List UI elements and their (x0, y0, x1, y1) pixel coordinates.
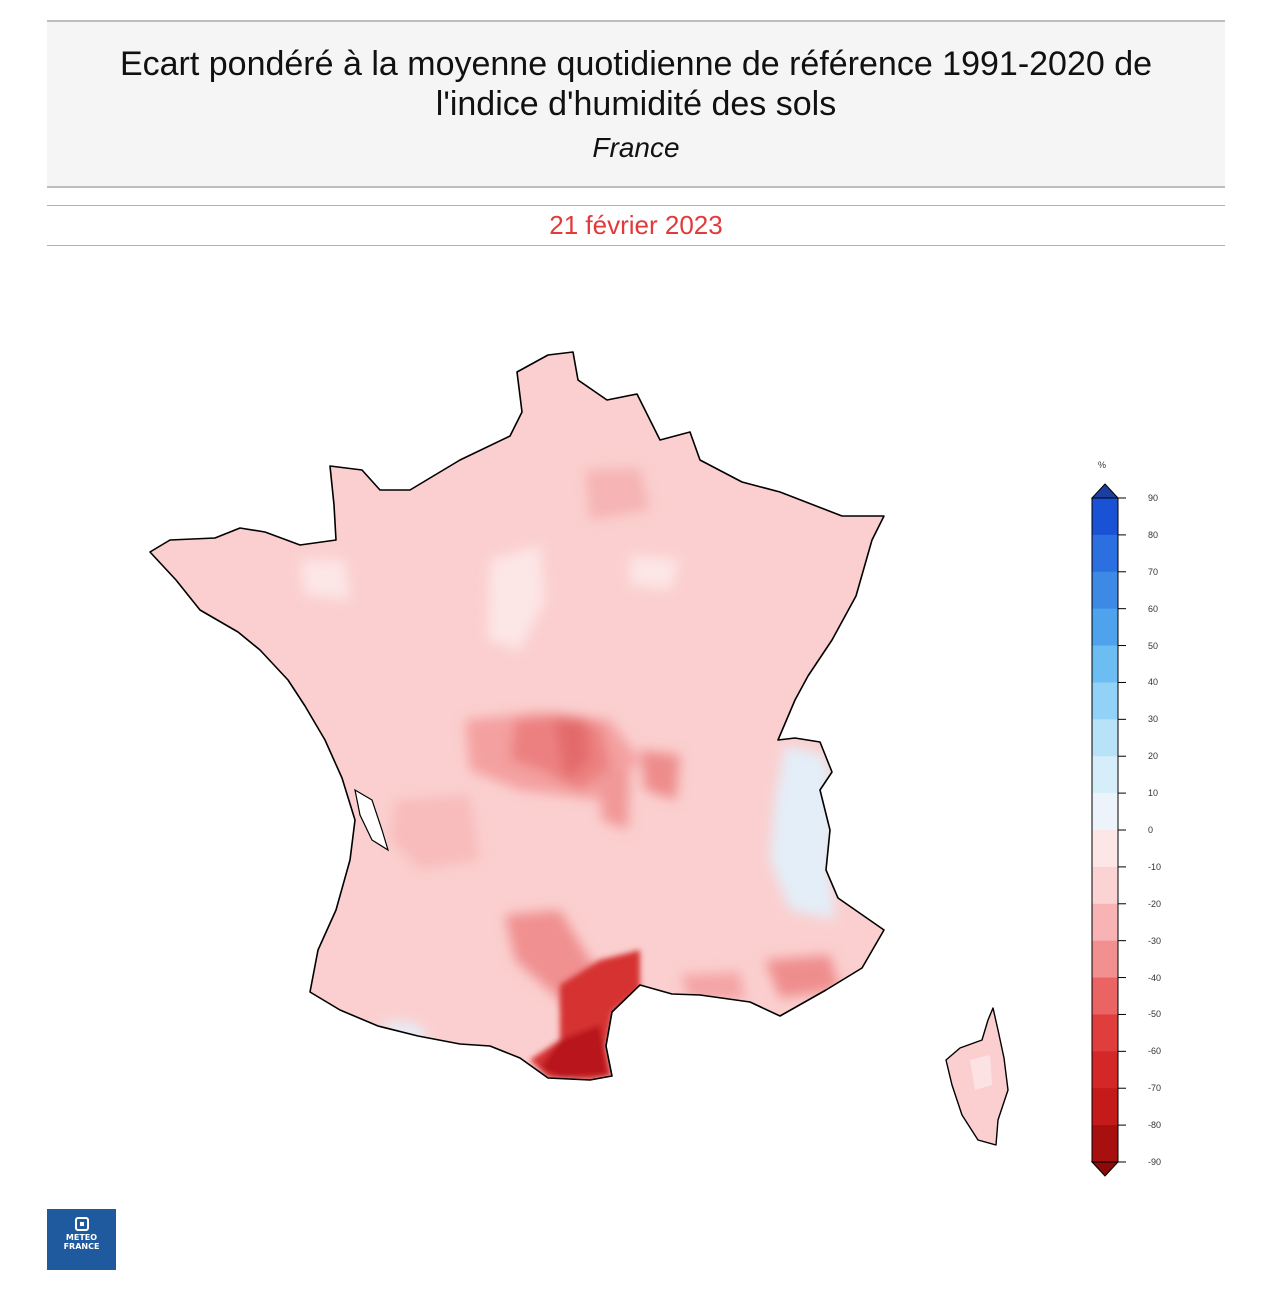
legend-swatch (1092, 1051, 1118, 1089)
legend-tick-label: -40 (1148, 972, 1162, 983)
patch-medium-west (390, 795, 480, 870)
logo-line1: METEO (65, 1233, 98, 1242)
patch-medium-massif (600, 770, 630, 830)
legend-tick-label: -50 (1148, 1009, 1162, 1020)
legend-swatch (1092, 571, 1118, 610)
legend-swatch (1092, 645, 1118, 683)
legend-tick-label: 50 (1148, 640, 1159, 651)
legend-swatch (1092, 866, 1118, 905)
patch-positive-alps (770, 745, 835, 920)
logo-line2: FRANCE (63, 1242, 100, 1251)
legend-swatch (1092, 940, 1118, 979)
patch-light-east (630, 555, 680, 590)
legend-swatch (1092, 756, 1118, 794)
legend-swatch (1092, 977, 1118, 1015)
legend-top-arrow (1090, 483, 1120, 499)
date-bar: 21 février 2023 (47, 205, 1225, 246)
legend-swatch (1092, 719, 1118, 757)
legend-tick-label: 0 (1148, 825, 1154, 835)
legend-tick-label: -20 (1148, 898, 1162, 909)
date-label: 21 février 2023 (549, 210, 723, 240)
legend-tick-label: -80 (1148, 1120, 1162, 1131)
patch-light-north (488, 545, 545, 650)
gironde-estuary (354, 788, 390, 852)
legend-tick-label: 90 (1148, 493, 1159, 503)
legend-swatch (1092, 1088, 1118, 1126)
legend-swatch (1092, 498, 1118, 536)
patch-medium-coast (680, 972, 745, 1000)
france-coastline (149, 351, 885, 1081)
patch-strong-provence (765, 955, 840, 998)
legend-colorbar (1090, 483, 1126, 1177)
region-subtitle: France (592, 132, 680, 163)
legend-unit: % (1098, 460, 1107, 470)
legend-swatch (1092, 1125, 1118, 1163)
legend-bottom-arrow (1090, 1161, 1120, 1177)
legend-tick-label: 60 (1148, 603, 1159, 614)
legend-tick-label: 70 (1148, 566, 1159, 577)
patch-medium-paris (585, 468, 650, 520)
meteo-france-logo: METEO FRANCE (47, 1209, 116, 1270)
drought-core (530, 950, 640, 1080)
patch-strong-core (555, 718, 590, 780)
patch-light-brittany (300, 560, 350, 600)
legend-tick-label: 20 (1148, 751, 1159, 762)
legend-swatch (1092, 608, 1118, 647)
legend-swatch (1092, 903, 1118, 942)
legend-swatch (1092, 793, 1118, 831)
legend-swatch (1092, 830, 1118, 868)
corsica-light-patch (970, 1055, 992, 1090)
legend-tick-label: -90 (1148, 1157, 1162, 1167)
legend-tick-label: 40 (1148, 677, 1159, 688)
logo-icon (74, 1217, 89, 1231)
legend-swatch (1092, 682, 1118, 720)
legend-tick-label: -70 (1148, 1083, 1162, 1094)
legend-tick-label: -30 (1148, 935, 1162, 946)
legend-tick-label: 80 (1148, 529, 1159, 540)
patch-darkest-roussillon (540, 1025, 608, 1078)
legend-tick-label: -10 (1148, 861, 1162, 872)
legend-swatch (1092, 1014, 1118, 1052)
page-title: Ecart pondéré à la moyenne quotidienne d… (119, 45, 1153, 123)
patch-strong-east-centre (640, 750, 680, 800)
legend-tick-label: -60 (1148, 1046, 1162, 1057)
legend-tick-label: 30 (1148, 714, 1159, 725)
legend-tick-label: 10 (1148, 788, 1159, 799)
legend-swatch (1092, 534, 1118, 573)
header-panel: Ecart pondéré à la moyenne quotidienne d… (47, 20, 1225, 188)
